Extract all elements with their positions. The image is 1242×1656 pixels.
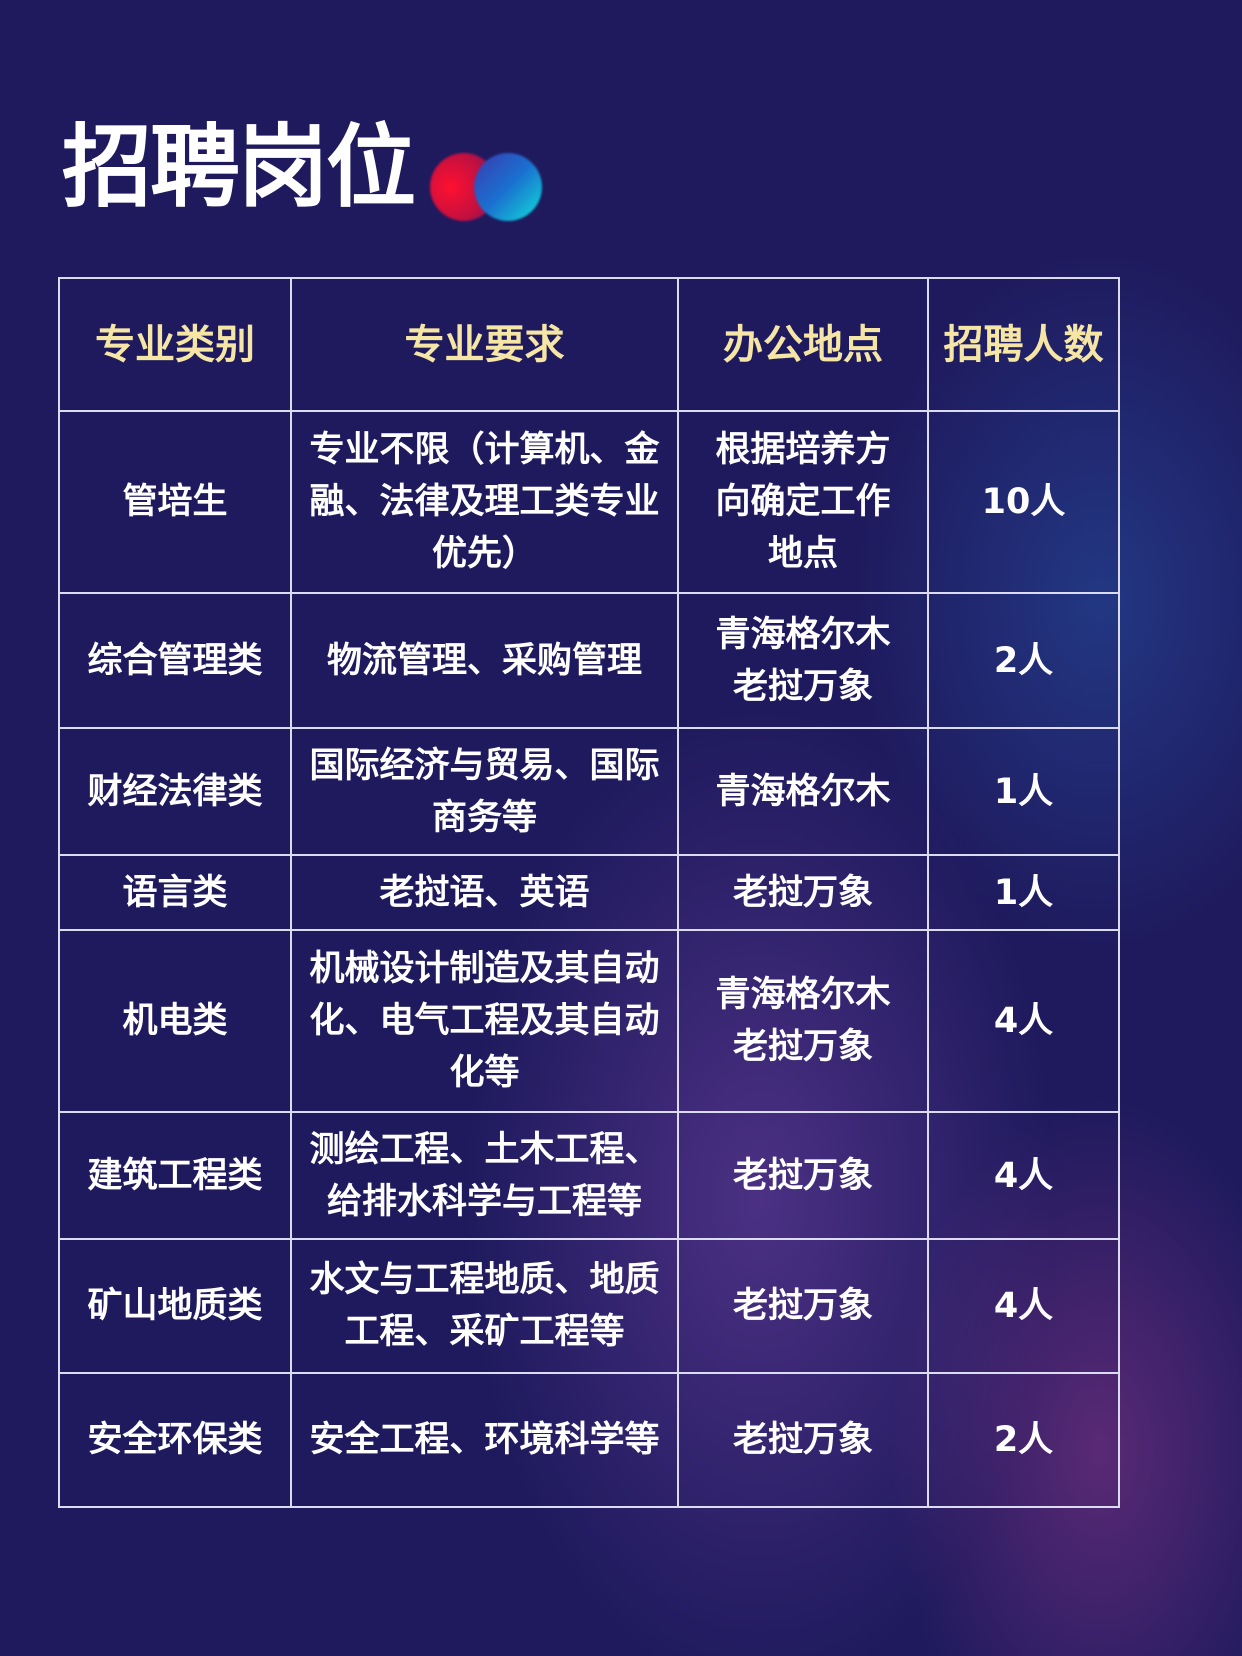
cell-headcount: 2人 — [927, 1372, 1120, 1508]
cell-requirement: 机械设计制造及其自动化、电气工程及其自动化等 — [290, 929, 679, 1113]
cell-requirement: 专业不限（计算机、金融、法律及理工类专业优先） — [290, 410, 679, 594]
cell-category: 语言类 — [58, 854, 292, 931]
page-title: 招聘岗位 — [62, 115, 416, 220]
table-row: 建筑工程类 测绘工程、土木工程、给排水科学与工程等 老挝万象 4人 — [58, 1111, 1120, 1240]
table-row: 机电类 机械设计制造及其自动化、电气工程及其自动化等 青海格尔木 老挝万象 4人 — [58, 929, 1120, 1113]
recruitment-table: 专业类别 专业要求 办公地点 招聘人数 管培生 专业不限（计算机、金融、法律及理工… — [58, 277, 1120, 1508]
table-row: 综合管理类 物流管理、采购管理 青海格尔木 老挝万象 2人 — [58, 592, 1120, 729]
cell-headcount: 2人 — [927, 592, 1120, 729]
cell-headcount: 1人 — [927, 727, 1120, 856]
cell-requirement: 安全工程、环境科学等 — [290, 1372, 679, 1508]
cell-requirement: 物流管理、采购管理 — [290, 592, 679, 729]
table-row: 安全环保类 安全工程、环境科学等 老挝万象 2人 — [58, 1372, 1120, 1508]
table-row: 矿山地质类 水文与工程地质、地质工程、采矿工程等 老挝万象 4人 — [58, 1238, 1120, 1374]
cell-location: 老挝万象 — [677, 854, 929, 931]
cell-category: 矿山地质类 — [58, 1238, 292, 1374]
cell-category: 综合管理类 — [58, 592, 292, 729]
cell-headcount: 1人 — [927, 854, 1120, 931]
table-header-row: 专业类别 专业要求 办公地点 招聘人数 — [58, 277, 1120, 412]
cell-location: 青海格尔木 老挝万象 — [677, 929, 929, 1113]
cell-requirement: 测绘工程、土木工程、给排水科学与工程等 — [290, 1111, 679, 1240]
header-category: 专业类别 — [58, 277, 292, 412]
cell-category: 机电类 — [58, 929, 292, 1113]
cell-category: 建筑工程类 — [58, 1111, 292, 1240]
cell-requirement: 水文与工程地质、地质工程、采矿工程等 — [290, 1238, 679, 1374]
cell-category: 财经法律类 — [58, 727, 292, 856]
cell-requirement: 老挝语、英语 — [290, 854, 679, 931]
header-headcount: 招聘人数 — [927, 277, 1120, 412]
cell-location: 青海格尔木 老挝万象 — [677, 592, 929, 729]
header-location: 办公地点 — [677, 277, 929, 412]
cell-location: 老挝万象 — [677, 1238, 929, 1374]
table-row: 语言类 老挝语、英语 老挝万象 1人 — [58, 854, 1120, 931]
cell-requirement: 国际经济与贸易、国际商务等 — [290, 727, 679, 856]
table-row: 管培生 专业不限（计算机、金融、法律及理工类专业优先） 根据培养方向确定工作地点 10… — [58, 410, 1120, 594]
cell-location: 老挝万象 — [677, 1111, 929, 1240]
table-row: 财经法律类 国际经济与贸易、国际商务等 青海格尔木 1人 — [58, 727, 1120, 856]
cell-category: 管培生 — [58, 410, 292, 594]
cell-category: 安全环保类 — [58, 1372, 292, 1508]
cyan-circle-decoration — [474, 153, 542, 221]
cell-location: 根据培养方向确定工作地点 — [677, 410, 929, 594]
cell-location: 老挝万象 — [677, 1372, 929, 1508]
cell-location: 青海格尔木 — [677, 727, 929, 856]
cell-headcount: 10人 — [927, 410, 1120, 594]
header-requirement: 专业要求 — [290, 277, 679, 412]
cell-headcount: 4人 — [927, 1238, 1120, 1374]
cell-headcount: 4人 — [927, 1111, 1120, 1240]
cell-headcount: 4人 — [927, 929, 1120, 1113]
